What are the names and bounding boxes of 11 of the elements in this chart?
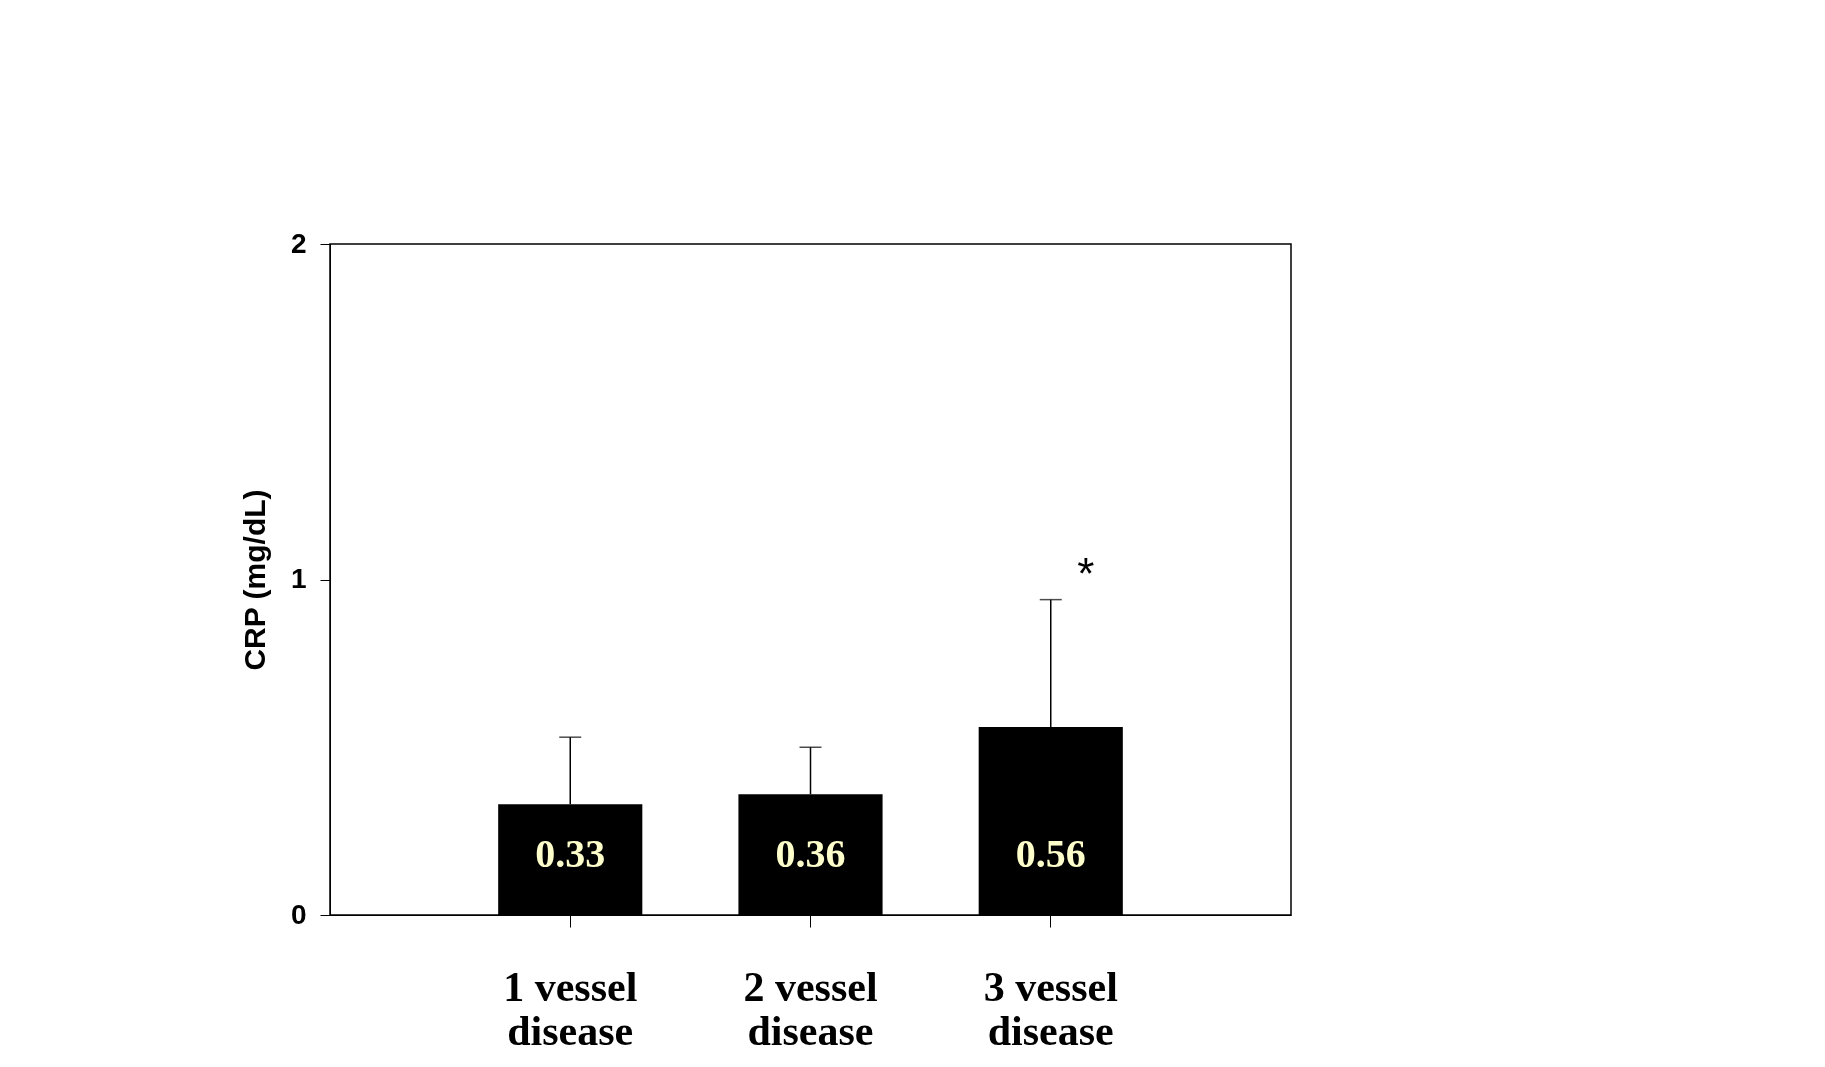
data-label: 0.36	[775, 831, 846, 876]
x-tick-label: 3 vessel disease	[983, 963, 1118, 1054]
y-tick-label: 2	[290, 227, 307, 259]
x-tick-label: 2 vessel disease	[743, 963, 878, 1054]
data-label: 0.33	[535, 831, 606, 876]
x-tick-label: 1 vessel disease	[503, 963, 638, 1054]
annotation: *	[1077, 548, 1095, 598]
y-axis-title: CRP (mg/dL)	[237, 489, 271, 671]
data-label: 0.56	[1015, 831, 1086, 876]
y-tick-label: 0	[290, 898, 307, 930]
y-tick-label: 1	[290, 563, 307, 594]
